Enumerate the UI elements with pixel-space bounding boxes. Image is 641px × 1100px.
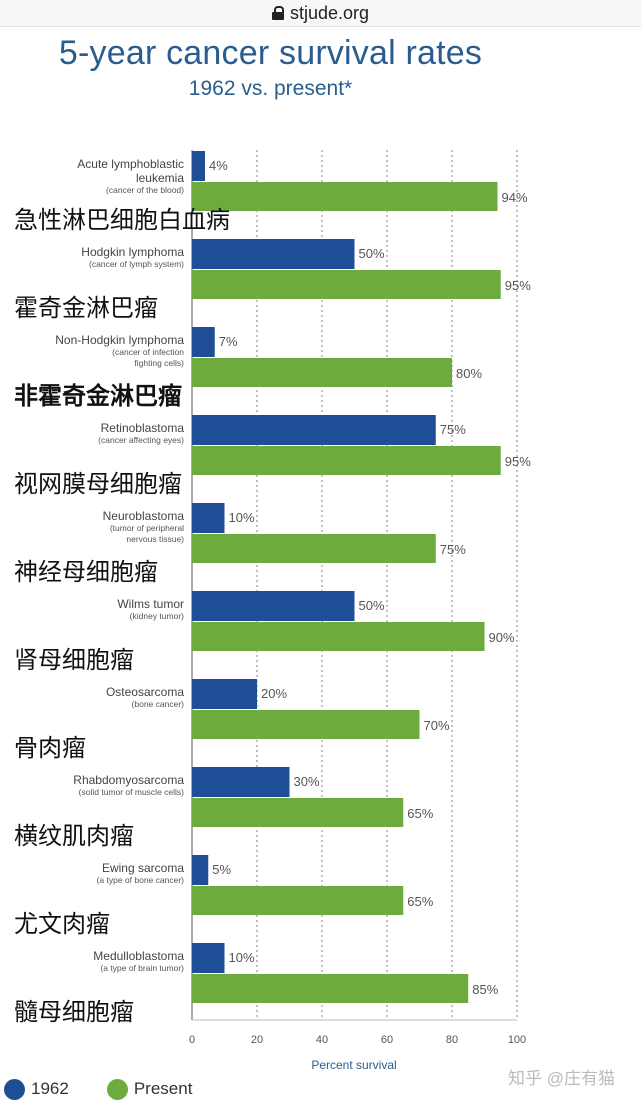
category-chinese-rhabdomyosarcoma: 横纹肌肉瘤 bbox=[14, 823, 134, 850]
x-tick-label-60: 60 bbox=[381, 1034, 393, 1046]
data-label-present-medulloblastoma: 85% bbox=[472, 982, 498, 997]
category-note-hodgkin-lymphoma: (cancer of lymph system) bbox=[89, 259, 184, 269]
category-chinese-neuroblastoma: 神经母细胞瘤 bbox=[14, 559, 158, 586]
category-chinese-medulloblastoma: 髓母细胞瘤 bbox=[14, 999, 134, 1026]
url-text: stjude.org bbox=[289, 2, 370, 23]
chart-title: 5-year cancer survival rates bbox=[58, 34, 483, 72]
data-label-1962-acute-lymphoblastic-leukemia: 4% bbox=[209, 158, 228, 173]
x-tick-label-80: 80 bbox=[446, 1034, 458, 1046]
category-name-wilms-tumor: Wilms tumor bbox=[117, 597, 184, 611]
data-label-1962-rhabdomyosarcoma: 30% bbox=[294, 774, 320, 789]
category-name-non-hodgkin-lymphoma: Non-Hodgkin lymphoma bbox=[55, 333, 184, 347]
bar-present-osteosarcoma bbox=[192, 710, 420, 739]
data-label-1962-medulloblastoma: 10% bbox=[229, 950, 255, 965]
bar-present-ewing-sarcoma bbox=[192, 886, 404, 915]
category-chinese-ewing-sarcoma: 尤文肉瘤 bbox=[14, 911, 110, 938]
data-label-present-acute-lymphoblastic-leukemia: 94% bbox=[502, 190, 528, 205]
bar-1962-osteosarcoma bbox=[192, 679, 257, 709]
legend-label-present: Present bbox=[133, 1079, 193, 1098]
category-name-rhabdomyosarcoma: Rhabdomyosarcoma bbox=[73, 773, 184, 787]
data-label-1962-retinoblastoma: 75% bbox=[440, 422, 466, 437]
legend-label-1962: 1962 bbox=[31, 1079, 69, 1098]
category-note-neuroblastoma: (tumor of peripheral bbox=[110, 523, 184, 533]
chart-subtitle: 1962 vs. present* bbox=[188, 77, 353, 100]
browser-url-bar[interactable]: stjude.org bbox=[0, 0, 641, 27]
data-label-present-ewing-sarcoma: 65% bbox=[407, 894, 433, 909]
x-axis-label: Percent survival bbox=[311, 1058, 396, 1072]
data-label-1962-non-hodgkin-lymphoma: 7% bbox=[219, 334, 238, 349]
data-label-present-hodgkin-lymphoma: 95% bbox=[505, 278, 531, 293]
data-label-present-non-hodgkin-lymphoma: 80% bbox=[456, 366, 482, 381]
legend: 1962 Present bbox=[4, 1078, 230, 1100]
x-tick-label-0: 0 bbox=[189, 1034, 195, 1046]
data-label-1962-osteosarcoma: 20% bbox=[261, 686, 287, 701]
data-label-1962-wilms-tumor: 50% bbox=[359, 598, 385, 613]
data-label-present-retinoblastoma: 95% bbox=[505, 454, 531, 469]
data-label-1962-ewing-sarcoma: 5% bbox=[212, 862, 231, 877]
x-tick-label-20: 20 bbox=[251, 1034, 263, 1046]
category-name-hodgkin-lymphoma: Hodgkin lymphoma bbox=[81, 245, 184, 259]
bar-1962-hodgkin-lymphoma bbox=[192, 239, 355, 269]
bar-1962-rhabdomyosarcoma bbox=[192, 767, 290, 797]
category-name-medulloblastoma: Medulloblastoma bbox=[93, 949, 184, 963]
category-name-osteosarcoma: Osteosarcoma bbox=[106, 685, 184, 699]
legend-item-1962: 1962 bbox=[4, 1078, 69, 1100]
category-name-neuroblastoma: Neuroblastoma bbox=[103, 509, 185, 523]
category-note-ewing-sarcoma: (a type of bone cancer) bbox=[97, 875, 185, 885]
category-chinese-osteosarcoma: 骨肉瘤 bbox=[14, 735, 86, 762]
category-chinese-hodgkin-lymphoma: 霍奇金淋巴瘤 bbox=[14, 295, 158, 322]
x-tick-label-40: 40 bbox=[316, 1034, 328, 1046]
category-note-non-hodgkin-lymphoma: (cancer of infection bbox=[112, 347, 184, 357]
bar-1962-acute-lymphoblastic-leukemia bbox=[192, 151, 205, 181]
watermark: 知乎 @庄有猫 bbox=[508, 1069, 615, 1088]
legend-swatch-1962 bbox=[4, 1078, 25, 1100]
category-chinese-non-hodgkin-lymphoma: 非霍奇金淋巴瘤 bbox=[14, 382, 182, 410]
bar-present-rhabdomyosarcoma bbox=[192, 798, 404, 827]
category-name-retinoblastoma: Retinoblastoma bbox=[101, 421, 185, 435]
data-label-present-rhabdomyosarcoma: 65% bbox=[407, 806, 433, 821]
category-note-wilms-tumor: (kidney tumor) bbox=[130, 611, 184, 621]
lock-icon bbox=[271, 6, 284, 20]
category-name-acute-lymphoblastic-leukemia-line2: leukemia bbox=[136, 171, 184, 185]
category-note-neuroblastoma-line2: nervous tissue) bbox=[126, 534, 184, 544]
bar-1962-wilms-tumor bbox=[192, 591, 355, 621]
data-label-present-wilms-tumor: 90% bbox=[489, 630, 515, 645]
category-name-ewing-sarcoma: Ewing sarcoma bbox=[102, 861, 184, 875]
data-label-present-neuroblastoma: 75% bbox=[440, 542, 466, 557]
bar-1962-ewing-sarcoma bbox=[192, 855, 209, 885]
bar-present-hodgkin-lymphoma bbox=[192, 270, 501, 299]
bar-present-retinoblastoma bbox=[192, 446, 501, 475]
category-name-acute-lymphoblastic-leukemia: Acute lymphoblastic bbox=[77, 157, 184, 171]
data-label-1962-neuroblastoma: 10% bbox=[229, 510, 255, 525]
bar-present-neuroblastoma bbox=[192, 534, 436, 563]
bar-present-non-hodgkin-lymphoma bbox=[192, 358, 452, 387]
category-note-non-hodgkin-lymphoma-line2: fighting cells) bbox=[134, 358, 184, 368]
bar-1962-retinoblastoma bbox=[192, 415, 436, 445]
bar-1962-neuroblastoma bbox=[192, 503, 225, 533]
category-note-medulloblastoma: (a type of brain tumor) bbox=[100, 963, 184, 973]
legend-item-present: Present bbox=[106, 1078, 193, 1100]
bar-present-acute-lymphoblastic-leukemia bbox=[192, 182, 498, 211]
data-label-1962-hodgkin-lymphoma: 50% bbox=[359, 246, 385, 261]
category-note-retinoblastoma: (cancer affecting eyes) bbox=[98, 435, 184, 445]
data-label-present-osteosarcoma: 70% bbox=[424, 718, 450, 733]
x-tick-label-100: 100 bbox=[508, 1034, 526, 1046]
category-note-rhabdomyosarcoma: (solid tumor of muscle cells) bbox=[79, 787, 185, 797]
category-chinese-wilms-tumor: 肾母细胞瘤 bbox=[14, 647, 134, 674]
legend-swatch-present bbox=[106, 1078, 128, 1100]
category-chinese-retinoblastoma: 视网膜母细胞瘤 bbox=[14, 471, 182, 498]
bar-1962-non-hodgkin-lymphoma bbox=[192, 327, 215, 357]
category-chinese-acute-lymphoblastic-leukemia: 急性淋巴细胞白血病 bbox=[14, 207, 230, 234]
bar-1962-medulloblastoma bbox=[192, 943, 225, 973]
bar-present-medulloblastoma bbox=[192, 974, 469, 1003]
category-note-osteosarcoma: (bone cancer) bbox=[132, 699, 185, 709]
bar-present-wilms-tumor bbox=[192, 622, 485, 651]
category-note-acute-lymphoblastic-leukemia: (cancer of the blood) bbox=[106, 185, 184, 195]
